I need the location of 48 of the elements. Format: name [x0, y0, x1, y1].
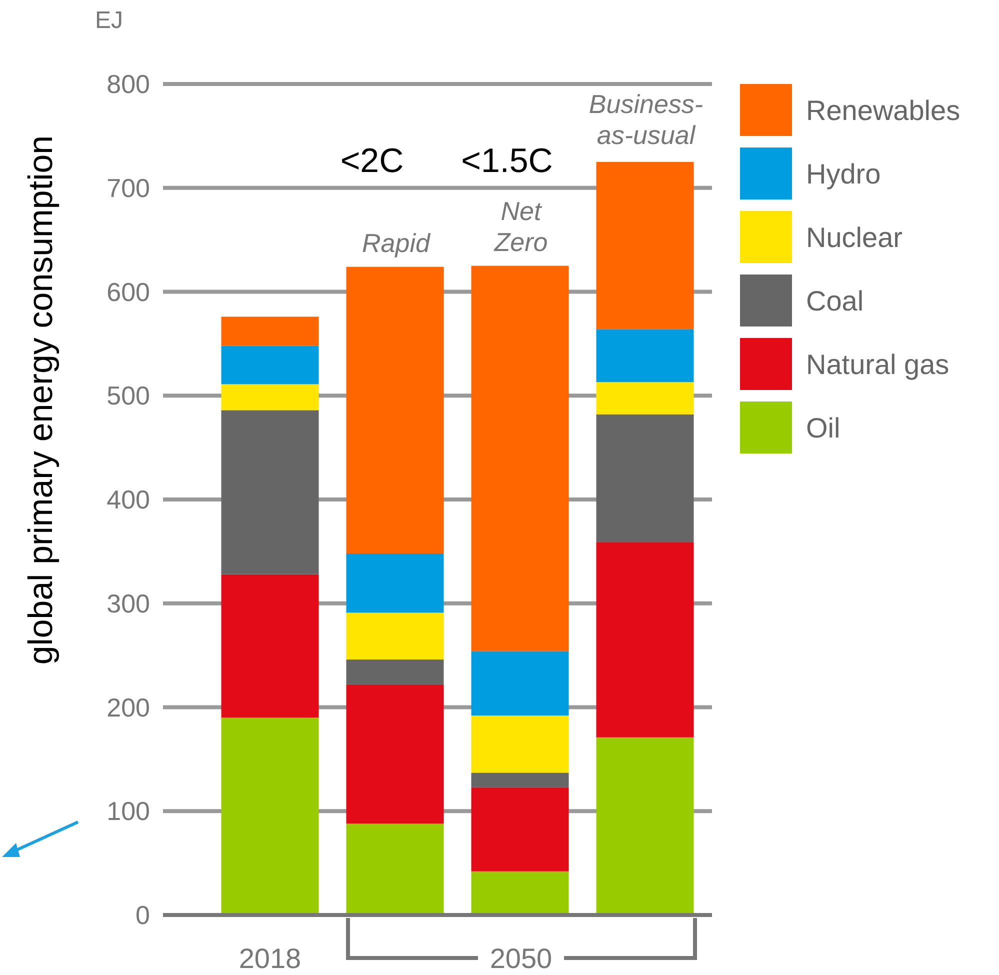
bar [596, 414, 694, 542]
text: 2050 [490, 943, 552, 974]
bar [471, 716, 569, 773]
bar [221, 410, 319, 574]
y-tick-label: 100 [106, 796, 150, 826]
legend-label: Oil [806, 412, 840, 444]
bar [471, 871, 569, 915]
bar [596, 382, 694, 414]
legend-label: Coal [806, 285, 864, 316]
bar [221, 384, 319, 410]
y-tick-label: 800 [106, 69, 150, 100]
bar [346, 554, 444, 613]
annotation: Rapid [362, 228, 432, 258]
bar [346, 659, 444, 684]
bar [221, 316, 319, 346]
x-tick-label: 2018 [238, 943, 302, 974]
bar [221, 718, 319, 915]
annotation: <1.5C [461, 142, 553, 180]
annotation: <2C [340, 142, 404, 180]
legend-label: Renewables [806, 94, 960, 126]
legend-label: Hydro [806, 158, 881, 190]
annotation: Business-as-usual [588, 89, 704, 150]
bar [471, 651, 569, 716]
text: EJ [95, 7, 124, 34]
y-tick-label: 0 [136, 900, 150, 930]
bar [596, 162, 694, 330]
y-tick-label: 700 [106, 172, 150, 203]
legend-label: Nuclear [806, 222, 902, 253]
bar [221, 346, 319, 384]
legend-label: Natural gas [806, 348, 950, 380]
bar [346, 824, 444, 915]
bar [471, 772, 569, 788]
bar [471, 266, 569, 652]
bar [596, 329, 694, 382]
bar [471, 787, 569, 872]
y-tick-label: 300 [106, 588, 150, 618]
y-tick-label: 500 [106, 380, 150, 411]
y-tick-label: 400 [106, 484, 150, 515]
bar [596, 737, 694, 915]
bar [596, 542, 694, 738]
bar [346, 684, 444, 824]
bar [346, 266, 444, 554]
bar [346, 612, 444, 660]
y-axis-title: global primary energy consumption [22, 135, 60, 665]
y-tick-label: 600 [106, 276, 150, 307]
y-tick-label: 200 [106, 692, 150, 722]
bar [221, 574, 319, 718]
annotation: Net Zero [493, 196, 548, 258]
